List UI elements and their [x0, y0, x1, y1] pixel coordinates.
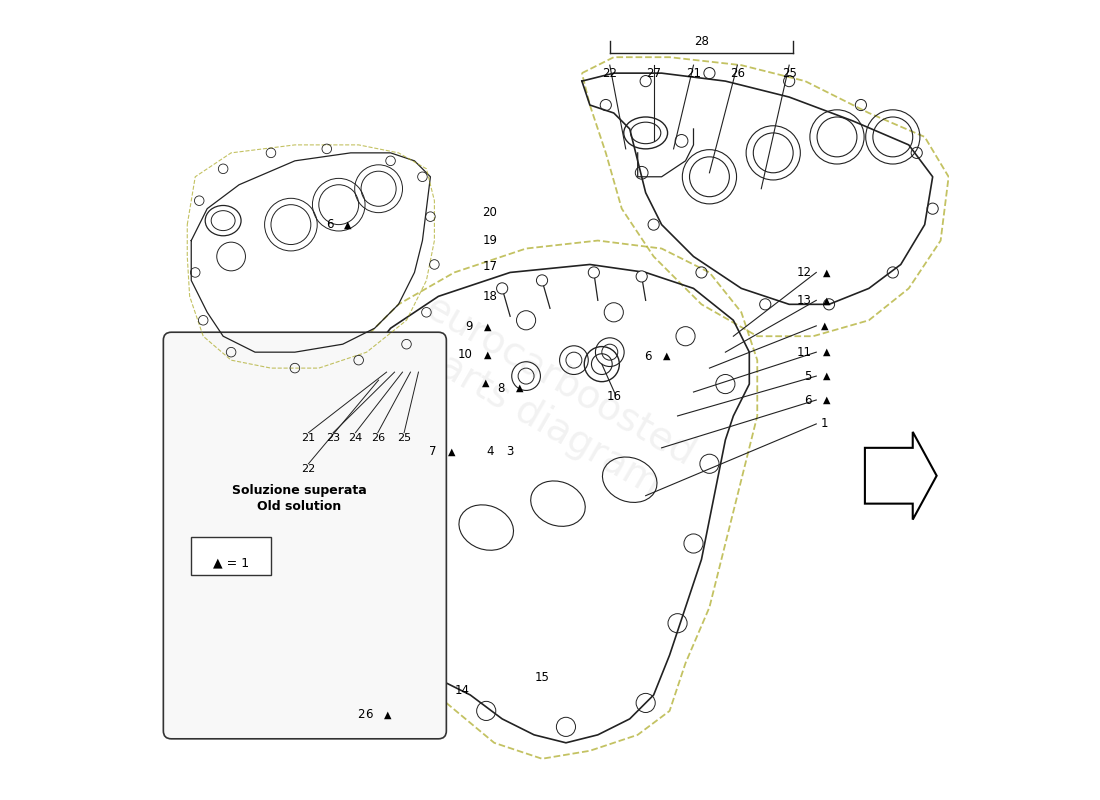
Text: 11: 11: [796, 346, 812, 358]
Text: 9: 9: [465, 320, 473, 333]
Text: 27: 27: [646, 66, 661, 80]
Text: Old solution: Old solution: [256, 500, 341, 513]
Text: 24: 24: [349, 433, 363, 442]
Text: 1: 1: [821, 418, 828, 430]
Text: eurocarboosted
parts diagram: eurocarboosted parts diagram: [397, 288, 703, 512]
Polygon shape: [865, 432, 937, 519]
Text: 7: 7: [429, 446, 437, 458]
Circle shape: [537, 275, 548, 286]
Text: 5: 5: [804, 370, 812, 382]
Text: 26: 26: [371, 433, 385, 442]
Text: ▲: ▲: [663, 351, 671, 361]
Text: 14: 14: [454, 685, 470, 698]
Text: 8: 8: [497, 382, 505, 394]
Text: 6: 6: [645, 350, 652, 362]
Text: ▲: ▲: [344, 220, 352, 230]
Text: 19: 19: [482, 234, 497, 247]
Text: 26: 26: [729, 66, 745, 80]
Text: 6: 6: [326, 218, 333, 231]
Text: 6: 6: [804, 394, 812, 406]
Text: 17: 17: [482, 260, 497, 274]
Circle shape: [636, 271, 647, 282]
Text: 4: 4: [486, 446, 494, 458]
Text: ▲: ▲: [823, 295, 830, 306]
Text: ▲: ▲: [384, 710, 392, 720]
Text: 21: 21: [301, 433, 316, 442]
Text: ▲: ▲: [484, 322, 492, 332]
Text: 16: 16: [606, 390, 621, 402]
Text: 20: 20: [482, 206, 497, 219]
Text: 22: 22: [603, 66, 617, 80]
Circle shape: [496, 283, 508, 294]
Text: ▲: ▲: [821, 321, 828, 331]
Text: 6: 6: [365, 709, 373, 722]
Text: ▲ = 1: ▲ = 1: [213, 556, 250, 570]
Text: 21: 21: [686, 66, 701, 80]
Text: 22: 22: [301, 464, 316, 474]
Text: 18: 18: [482, 290, 497, 303]
Text: Soluzione superata: Soluzione superata: [231, 484, 366, 497]
Text: 25: 25: [397, 433, 411, 442]
Text: 13: 13: [796, 294, 812, 307]
Text: ▲: ▲: [484, 350, 492, 359]
Text: 23: 23: [326, 433, 340, 442]
Text: ▲: ▲: [516, 383, 524, 393]
Text: ▲: ▲: [823, 371, 830, 381]
Text: ▲: ▲: [482, 378, 490, 387]
Circle shape: [588, 267, 600, 278]
Text: 25: 25: [782, 66, 796, 80]
Text: ▲: ▲: [448, 447, 455, 457]
Text: 12: 12: [796, 266, 812, 279]
Text: 3: 3: [506, 446, 514, 458]
Text: 15: 15: [535, 671, 550, 684]
FancyBboxPatch shape: [191, 537, 271, 575]
FancyBboxPatch shape: [163, 332, 447, 739]
Text: ▲: ▲: [823, 267, 830, 278]
Text: ▲: ▲: [823, 395, 830, 405]
Text: 10: 10: [458, 348, 473, 361]
Text: 28: 28: [694, 34, 708, 48]
Text: ▲: ▲: [823, 347, 830, 357]
Text: 2: 2: [358, 709, 364, 722]
